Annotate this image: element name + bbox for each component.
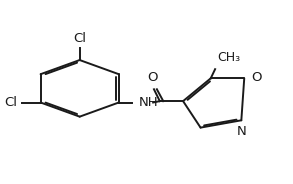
Text: NH: NH xyxy=(139,96,159,109)
Text: O: O xyxy=(251,71,262,84)
Text: Cl: Cl xyxy=(4,96,17,109)
Text: O: O xyxy=(147,71,158,84)
Text: Cl: Cl xyxy=(73,32,86,45)
Text: CH₃: CH₃ xyxy=(217,51,241,64)
Text: N: N xyxy=(237,125,247,138)
